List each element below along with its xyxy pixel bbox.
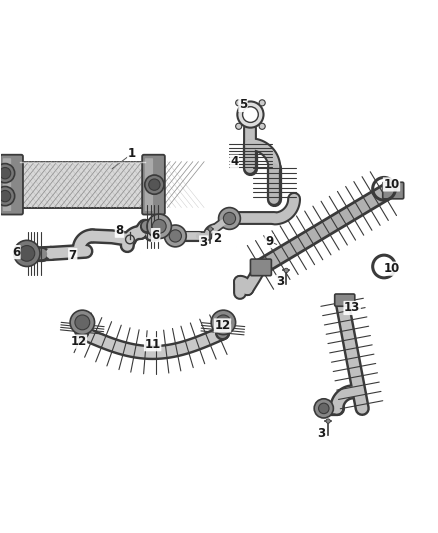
Text: 6: 6 [152,229,160,241]
Circle shape [243,107,258,123]
Circle shape [70,310,95,335]
Text: 10: 10 [383,178,399,191]
Text: 11: 11 [145,338,161,351]
Circle shape [211,310,236,335]
Circle shape [0,164,14,183]
Circle shape [152,220,166,233]
Text: 2: 2 [213,232,221,245]
Text: 1: 1 [127,147,136,160]
Circle shape [314,399,333,418]
Circle shape [75,315,90,330]
FancyBboxPatch shape [0,155,23,215]
FancyBboxPatch shape [20,161,145,207]
Circle shape [0,190,11,202]
Text: 12: 12 [70,335,87,348]
Circle shape [169,230,181,242]
Text: 6: 6 [12,246,20,259]
Text: 12: 12 [214,319,231,332]
Text: 3: 3 [318,427,326,440]
Circle shape [164,225,186,247]
Circle shape [219,207,240,229]
Text: 3: 3 [276,275,284,288]
Circle shape [259,123,265,130]
Text: 3: 3 [200,236,208,249]
Circle shape [0,187,14,206]
Circle shape [223,212,236,224]
Circle shape [14,240,40,266]
Circle shape [326,419,330,423]
Circle shape [237,101,264,128]
Circle shape [259,100,265,106]
Text: 7: 7 [69,249,77,262]
FancyBboxPatch shape [251,259,272,276]
Text: 4: 4 [230,155,238,168]
Text: 5: 5 [239,99,247,111]
Circle shape [216,315,231,330]
Circle shape [208,227,212,231]
Text: 9: 9 [265,235,273,248]
Circle shape [318,403,329,414]
Text: 8: 8 [115,224,124,237]
Text: 13: 13 [344,302,360,314]
FancyBboxPatch shape [3,158,11,211]
Circle shape [236,100,242,106]
Circle shape [149,179,160,190]
Text: 10: 10 [383,262,399,275]
Circle shape [19,246,35,261]
FancyBboxPatch shape [383,182,404,199]
Circle shape [0,167,11,179]
FancyBboxPatch shape [335,294,355,306]
Circle shape [284,268,288,272]
Circle shape [236,123,242,130]
Circle shape [145,175,164,194]
FancyBboxPatch shape [145,158,153,211]
Circle shape [147,214,171,239]
FancyBboxPatch shape [142,155,165,215]
